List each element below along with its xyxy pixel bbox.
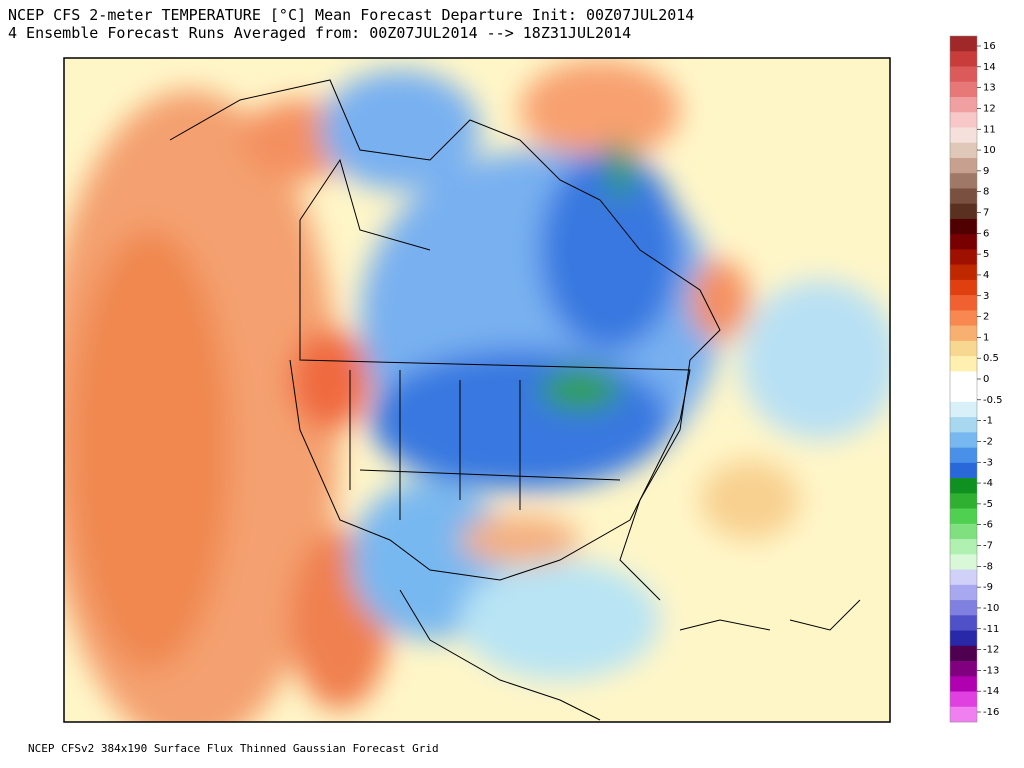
colorbar-swatch bbox=[950, 478, 977, 494]
colorbar-label: 11 bbox=[983, 124, 996, 135]
colorbar-label: -11 bbox=[983, 624, 999, 635]
colorbar-label: -7 bbox=[983, 541, 993, 552]
colorbar-swatch bbox=[950, 325, 977, 342]
colorbar-swatch bbox=[950, 432, 977, 448]
map bbox=[64, 58, 890, 722]
colorbar-swatch bbox=[950, 600, 977, 616]
colorbar-label: -16 bbox=[983, 707, 999, 718]
colorbar-label: 0.5 bbox=[983, 353, 999, 364]
colorbar-label: -9 bbox=[983, 582, 993, 593]
colorbar-swatch bbox=[950, 539, 977, 555]
colorbar-swatch bbox=[950, 188, 977, 204]
colorbar-swatch bbox=[950, 615, 977, 631]
colorbar: 16 14 13 12 11 10 9 8 7 6 5 4 3 2 1 0.5 0 -0.5 -1 -2 -3 -4 -5 -… bbox=[949, 35, 1003, 723]
colorbar-label: 5 bbox=[983, 249, 989, 260]
colorbar-label: -6 bbox=[983, 520, 993, 531]
colorbar-label: -0.5 bbox=[983, 395, 1003, 406]
colorbar-label: 13 bbox=[983, 83, 996, 94]
colorbar-swatch bbox=[950, 112, 977, 128]
footer: NCEP CFSv2 384x190 Surface Flux Thinned … bbox=[28, 742, 439, 755]
colorbar-label: 14 bbox=[983, 62, 996, 73]
colorbar-swatch bbox=[950, 51, 977, 67]
colorbar-label: -5 bbox=[983, 499, 993, 510]
colorbar-swatch bbox=[950, 676, 977, 692]
colorbar-swatch bbox=[950, 401, 977, 418]
colorbar-label: 0 bbox=[983, 374, 989, 385]
colorbar-swatch bbox=[950, 66, 977, 83]
colorbar-swatch bbox=[950, 630, 977, 647]
colorbar-swatch bbox=[950, 447, 977, 464]
colorbar-swatch bbox=[950, 661, 977, 677]
colorbar-swatch bbox=[950, 371, 977, 387]
colorbar-label: 6 bbox=[983, 228, 989, 239]
colorbar-label: -2 bbox=[983, 436, 993, 447]
colorbar-label: 7 bbox=[983, 208, 989, 219]
colorbar-label: 3 bbox=[983, 291, 989, 302]
colorbar-label: -3 bbox=[983, 457, 993, 468]
colorbar-swatch bbox=[950, 493, 977, 509]
colorbar-swatch bbox=[950, 386, 977, 403]
colorbar-swatch bbox=[950, 417, 977, 433]
colorbar-swatch bbox=[950, 127, 977, 144]
colorbar-label: 16 bbox=[983, 41, 996, 52]
colorbar-label: 4 bbox=[983, 270, 989, 281]
map-frame bbox=[63, 57, 891, 723]
colorbar-swatch bbox=[950, 462, 977, 479]
colorbar-swatch bbox=[950, 356, 977, 372]
colorbar-swatch bbox=[950, 36, 977, 52]
colorbar-swatch bbox=[950, 706, 977, 723]
colorbar-label: 1 bbox=[983, 332, 989, 343]
colorbar-swatch bbox=[950, 234, 977, 250]
colorbar-swatch bbox=[950, 203, 977, 220]
colorbar-swatch bbox=[950, 295, 977, 311]
colorbar-swatch bbox=[950, 279, 977, 296]
colorbar-swatch bbox=[950, 523, 977, 540]
colorbar-label: -4 bbox=[983, 478, 993, 489]
colorbar-label: -12 bbox=[983, 645, 999, 656]
colorbar-label: -14 bbox=[983, 686, 999, 697]
colorbar-label: -13 bbox=[983, 665, 999, 676]
colorbar-swatch bbox=[950, 340, 977, 357]
title-line-1: NCEP CFS 2-meter TEMPERATURE [°C] Mean F… bbox=[8, 6, 694, 24]
colorbar-label: 2 bbox=[983, 312, 989, 323]
colorbar-swatch bbox=[950, 142, 977, 159]
colorbar-label: -1 bbox=[983, 416, 993, 427]
colorbar-swatch bbox=[950, 218, 977, 235]
colorbar-swatch bbox=[950, 173, 977, 189]
colorbar-swatch bbox=[950, 691, 977, 708]
colorbar-swatch bbox=[950, 554, 977, 570]
colorbar-label: 12 bbox=[983, 103, 996, 114]
colorbar-swatch bbox=[950, 249, 977, 265]
colorbar-label: 9 bbox=[983, 166, 989, 177]
colorbar-swatch bbox=[950, 264, 977, 281]
colorbar-swatch bbox=[950, 584, 977, 601]
title-line-2: 4 Ensemble Forecast Runs Averaged from: … bbox=[8, 24, 631, 42]
colorbar-swatch bbox=[950, 569, 977, 586]
colorbar-swatch bbox=[950, 508, 977, 525]
colorbar-swatch bbox=[950, 81, 977, 98]
colorbar-swatch bbox=[950, 645, 977, 662]
colorbar-swatch bbox=[950, 96, 977, 113]
colorbar-label: -10 bbox=[983, 603, 999, 614]
colorbar-swatch bbox=[950, 310, 977, 326]
colorbar-swatch bbox=[950, 157, 977, 174]
colorbar-label: 8 bbox=[983, 187, 989, 198]
colorbar-label: -8 bbox=[983, 561, 993, 572]
colorbar-label: 10 bbox=[983, 145, 996, 156]
